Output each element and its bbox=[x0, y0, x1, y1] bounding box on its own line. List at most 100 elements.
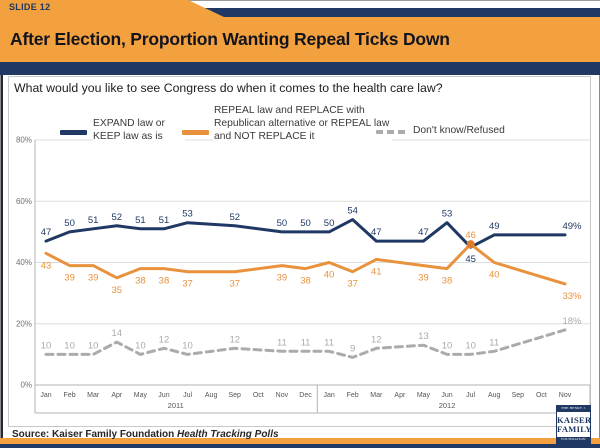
svg-text:50: 50 bbox=[64, 218, 75, 229]
legend-label-expand-keep: EXPAND law or KEEP law as is bbox=[93, 117, 185, 144]
svg-text:10: 10 bbox=[442, 340, 453, 351]
svg-text:38: 38 bbox=[135, 276, 146, 287]
legend-label-dontknow: Don't know/Refused bbox=[413, 124, 563, 138]
svg-text:47: 47 bbox=[371, 227, 382, 238]
svg-text:39: 39 bbox=[64, 273, 75, 284]
svg-text:38: 38 bbox=[300, 276, 311, 287]
content-frame bbox=[8, 76, 591, 427]
footer-navy-strip bbox=[0, 444, 600, 448]
svg-text:39: 39 bbox=[88, 273, 99, 284]
svg-text:40%: 40% bbox=[16, 258, 32, 267]
svg-text:Aug: Aug bbox=[205, 392, 218, 399]
svg-text:50: 50 bbox=[324, 218, 335, 229]
chart-svg: 80% 60% 40% 20% 0% Jan Feb Mar Apr May Jun Jul Aug Se… bbox=[16, 136, 591, 414]
svg-text:13: 13 bbox=[418, 331, 429, 342]
svg-text:51: 51 bbox=[88, 215, 99, 226]
footer-orange-strip bbox=[0, 438, 600, 444]
header-navy-band bbox=[190, 8, 600, 17]
svg-text:Sep: Sep bbox=[228, 392, 241, 399]
svg-text:54: 54 bbox=[347, 206, 358, 217]
svg-text:11: 11 bbox=[277, 337, 287, 348]
source-note: Source: Kaiser Family Foundation Health … bbox=[12, 429, 279, 440]
svg-text:37: 37 bbox=[229, 279, 240, 290]
svg-text:37: 37 bbox=[347, 279, 358, 290]
svg-text:Jul: Jul bbox=[183, 392, 192, 399]
logo-name-line2: FAMILY bbox=[557, 423, 592, 434]
svg-text:51: 51 bbox=[159, 215, 170, 226]
legend-swatch-orange bbox=[182, 130, 209, 135]
svg-text:9: 9 bbox=[350, 343, 355, 354]
title-banner: After Election, Proportion Wanting Repea… bbox=[0, 17, 600, 62]
source-publication: Health Tracking Polls bbox=[177, 429, 279, 440]
survey-question: What would you like to see Congress do w… bbox=[14, 81, 443, 95]
svg-text:52: 52 bbox=[229, 212, 240, 223]
svg-text:May: May bbox=[134, 392, 148, 399]
svg-text:12: 12 bbox=[229, 334, 240, 345]
svg-text:53: 53 bbox=[442, 209, 453, 220]
legend-swatch-navy bbox=[60, 130, 87, 135]
svg-text:49%: 49% bbox=[562, 221, 582, 232]
svg-text:20%: 20% bbox=[16, 319, 32, 328]
svg-text:39: 39 bbox=[277, 273, 288, 284]
svg-text:Jul: Jul bbox=[466, 392, 475, 399]
svg-text:39: 39 bbox=[418, 273, 429, 284]
svg-text:11: 11 bbox=[489, 337, 499, 348]
svg-text:Oct: Oct bbox=[253, 392, 264, 399]
svg-text:10: 10 bbox=[41, 340, 52, 351]
svg-text:Jan: Jan bbox=[40, 392, 51, 399]
svg-text:80%: 80% bbox=[16, 136, 32, 145]
svg-text:Mar: Mar bbox=[370, 392, 383, 399]
svg-text:60%: 60% bbox=[16, 197, 32, 206]
svg-text:Apr: Apr bbox=[111, 392, 123, 399]
svg-text:Dec: Dec bbox=[299, 392, 312, 399]
kaiser-family-foundation-logo: THE HENRY J. KAISER FAMILY FOUNDATION bbox=[556, 405, 592, 444]
svg-text:40: 40 bbox=[489, 270, 500, 281]
svg-text:47: 47 bbox=[418, 227, 429, 238]
slide-header: SLIDE 12 After Election, Proportion Want… bbox=[0, 0, 600, 75]
svg-text:Feb: Feb bbox=[347, 392, 359, 399]
svg-text:40: 40 bbox=[324, 270, 335, 281]
svg-text:0%: 0% bbox=[20, 381, 32, 390]
svg-text:Jun: Jun bbox=[158, 392, 169, 399]
legend-label-repeal: REPEAL law and REPLACE with Republican a… bbox=[214, 104, 392, 144]
svg-text:50: 50 bbox=[277, 218, 288, 229]
svg-text:41: 41 bbox=[371, 266, 382, 277]
page-title: After Election, Proportion Wanting Repea… bbox=[10, 29, 450, 49]
svg-text:45: 45 bbox=[465, 254, 476, 265]
svg-text:Nov: Nov bbox=[559, 392, 572, 399]
slide-number-label: SLIDE 12 bbox=[9, 2, 51, 12]
svg-text:50: 50 bbox=[300, 218, 311, 229]
svg-text:51: 51 bbox=[135, 215, 146, 226]
svg-text:33%: 33% bbox=[562, 291, 582, 302]
svg-text:2012: 2012 bbox=[439, 401, 456, 410]
svg-text:12: 12 bbox=[371, 334, 382, 345]
svg-text:Aug: Aug bbox=[488, 392, 501, 399]
slide-number-tab: SLIDE 12 bbox=[0, 0, 224, 17]
logo-top-text: THE HENRY J. bbox=[557, 406, 590, 412]
svg-text:12: 12 bbox=[159, 334, 170, 345]
svg-text:37: 37 bbox=[182, 279, 193, 290]
svg-text:52: 52 bbox=[111, 212, 122, 223]
svg-text:Feb: Feb bbox=[64, 392, 76, 399]
svg-text:2011: 2011 bbox=[168, 401, 184, 410]
svg-text:10: 10 bbox=[182, 340, 193, 351]
svg-text:46: 46 bbox=[465, 230, 476, 241]
svg-text:43: 43 bbox=[41, 260, 52, 271]
svg-text:10: 10 bbox=[88, 340, 99, 351]
svg-text:Sep: Sep bbox=[512, 392, 525, 399]
svg-text:Mar: Mar bbox=[87, 392, 100, 399]
svg-text:10: 10 bbox=[64, 340, 75, 351]
svg-text:Jun: Jun bbox=[441, 392, 452, 399]
svg-text:Apr: Apr bbox=[394, 392, 406, 399]
svg-text:Nov: Nov bbox=[276, 392, 289, 399]
svg-text:10: 10 bbox=[135, 340, 146, 351]
svg-text:47: 47 bbox=[41, 227, 52, 238]
logo-bottom-text: FOUNDATION bbox=[557, 437, 590, 443]
svg-text:35: 35 bbox=[111, 285, 122, 296]
svg-text:Jan: Jan bbox=[323, 392, 334, 399]
svg-text:May: May bbox=[417, 392, 431, 399]
svg-text:11: 11 bbox=[301, 337, 311, 348]
legend-swatch-gray-dashed bbox=[376, 130, 408, 134]
svg-text:53: 53 bbox=[182, 209, 193, 220]
